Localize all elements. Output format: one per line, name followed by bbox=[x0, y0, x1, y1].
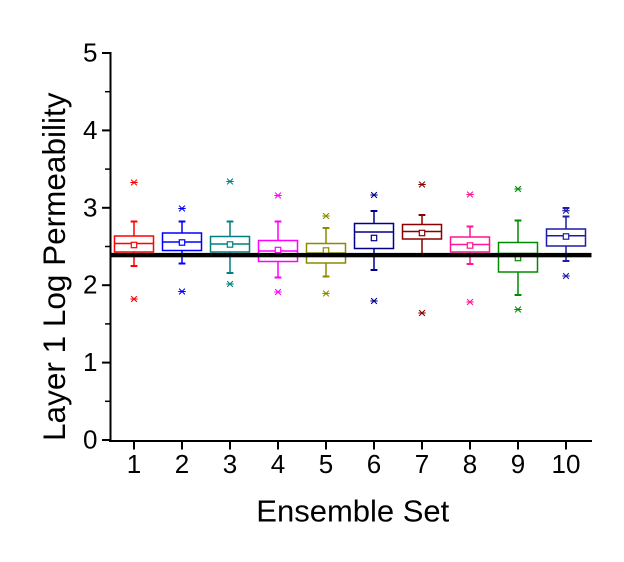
svg-text:7: 7 bbox=[415, 449, 429, 479]
svg-text:5: 5 bbox=[319, 449, 333, 479]
svg-text:1: 1 bbox=[83, 347, 97, 377]
svg-text:Layer 1 Log Permeability: Layer 1 Log Permeability bbox=[36, 92, 72, 441]
svg-text:0: 0 bbox=[83, 425, 97, 455]
svg-text:10: 10 bbox=[552, 449, 581, 479]
svg-text:5: 5 bbox=[83, 38, 97, 68]
svg-text:6: 6 bbox=[367, 449, 381, 479]
svg-text:4: 4 bbox=[83, 115, 97, 145]
svg-text:1: 1 bbox=[127, 449, 141, 479]
svg-text:8: 8 bbox=[463, 449, 477, 479]
svg-text:2: 2 bbox=[175, 449, 189, 479]
svg-text:3: 3 bbox=[223, 449, 237, 479]
svg-text:9: 9 bbox=[511, 449, 525, 479]
svg-text:4: 4 bbox=[271, 449, 285, 479]
svg-text:3: 3 bbox=[83, 192, 97, 222]
svg-text:Ensemble Set: Ensemble Set bbox=[256, 494, 449, 529]
svg-text:2: 2 bbox=[83, 270, 97, 300]
